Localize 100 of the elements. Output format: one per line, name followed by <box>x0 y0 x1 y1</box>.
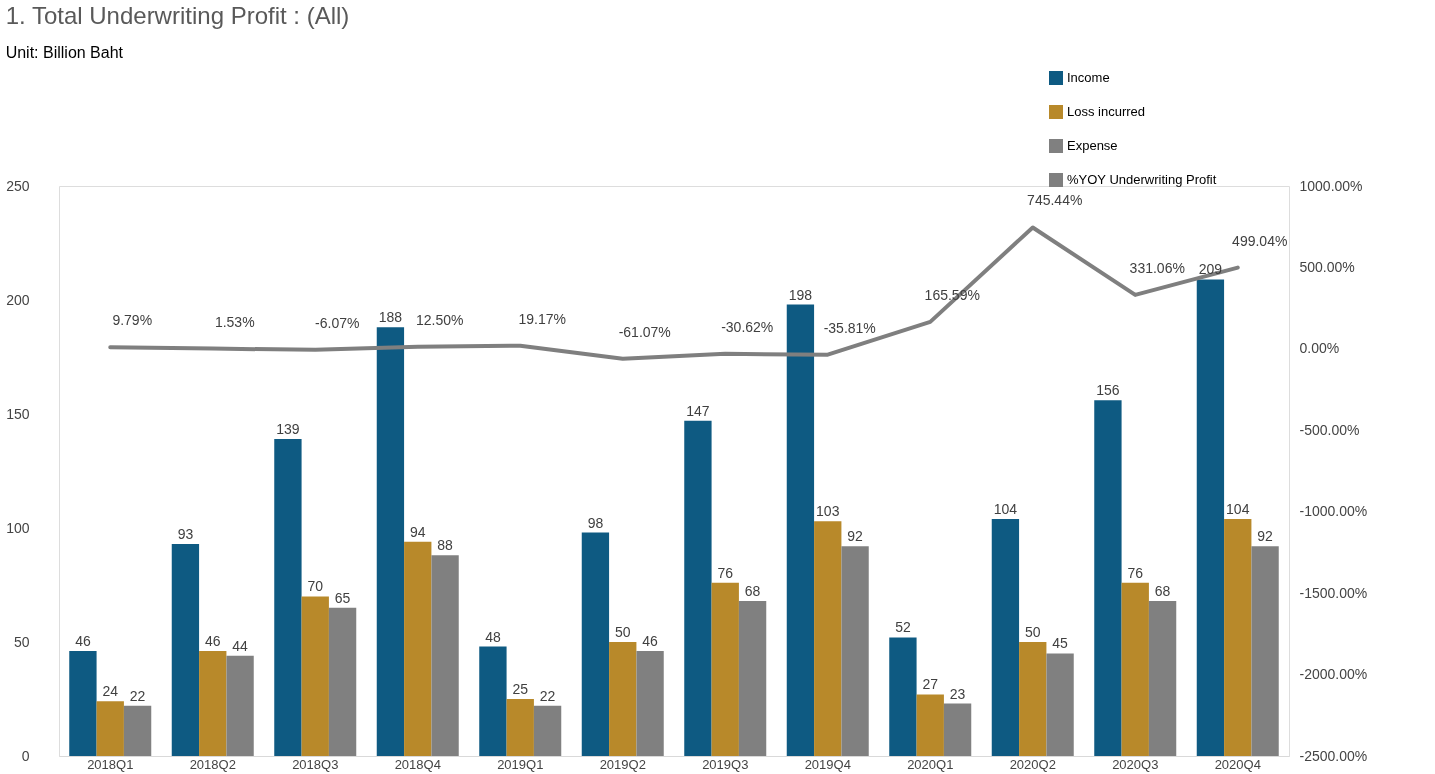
bar <box>199 651 227 756</box>
data-label: 22 <box>539 687 556 704</box>
data-label: 76 <box>717 564 734 581</box>
data-label: 147 <box>686 402 710 419</box>
data-label: 156 <box>1096 382 1120 399</box>
data-label: 25 <box>512 681 529 697</box>
x-tick-label: 2020Q4 <box>1214 756 1261 772</box>
data-label: 44 <box>232 637 249 654</box>
data-label: 46 <box>204 633 221 650</box>
data-label: 27 <box>922 676 939 693</box>
bar <box>1196 279 1225 756</box>
data-label: 46 <box>642 633 659 650</box>
data-label: 88 <box>437 537 454 554</box>
data-label: 94 <box>409 523 426 540</box>
legend-label: Income <box>1067 70 1110 85</box>
bar <box>889 637 917 756</box>
legend-label: Expense <box>1067 138 1118 153</box>
data-label: 45 <box>1052 635 1069 652</box>
data-label: 50 <box>614 624 631 640</box>
data-label: 209 <box>1198 261 1223 278</box>
data-label: 68 <box>1154 582 1171 599</box>
y-tick-label: 0 <box>21 747 30 764</box>
x-tick-label: 2020Q3 <box>1112 756 1159 772</box>
data-label: 22 <box>129 687 146 704</box>
data-label: 92 <box>1257 528 1274 545</box>
legend-label: Loss incurred <box>1067 104 1146 119</box>
bar <box>581 532 610 756</box>
text: Unit: Billion Baht <box>5 44 124 61</box>
x-tick-label: 2019Q1 <box>497 756 544 772</box>
y-tick-label: 150 <box>6 405 30 422</box>
data-label: 104 <box>1226 500 1250 517</box>
data-label: -30.62% <box>721 318 774 335</box>
bar <box>943 703 972 756</box>
bar <box>814 521 842 756</box>
bar <box>841 546 869 756</box>
data-label: 188 <box>378 309 403 326</box>
bar <box>171 543 200 756</box>
bar <box>506 699 534 756</box>
data-label: 68 <box>744 582 761 599</box>
y2-tick-label: -1500.00% <box>1299 584 1368 601</box>
bar <box>328 607 357 756</box>
y2-tick-label: -500.00% <box>1299 421 1360 438</box>
x-tick-label: 2018Q1 <box>87 756 134 772</box>
bar <box>738 600 767 756</box>
y2-tick-label: 1000.00% <box>1299 177 1363 194</box>
y-tick-label: 250 <box>6 177 30 194</box>
bar <box>636 651 664 756</box>
data-label: 198 <box>788 286 813 303</box>
y-tick-label: 50 <box>13 633 30 650</box>
data-label: 331.06% <box>1129 259 1185 276</box>
bar <box>404 541 432 756</box>
chart-title: 1. Total Underwriting Profit : (All) <box>5 2 350 29</box>
bar <box>1224 518 1252 756</box>
data-label: 499.04% <box>1232 232 1288 249</box>
bar <box>123 705 152 756</box>
bar <box>533 705 562 756</box>
data-label: -35.81% <box>823 319 876 336</box>
bar <box>96 701 124 756</box>
data-label: 139 <box>276 421 300 438</box>
x-tick-label: 2020Q2 <box>1009 756 1056 772</box>
data-label: 65 <box>334 589 351 606</box>
data-label: 76 <box>1127 564 1144 581</box>
bar <box>274 439 302 756</box>
data-label: 46 <box>75 633 91 650</box>
bar <box>1148 600 1177 756</box>
y2-tick-label: -1000.00% <box>1299 503 1368 520</box>
data-label: -6.07% <box>315 314 360 331</box>
y2-tick-label: -2000.00% <box>1299 666 1368 683</box>
bar <box>431 555 459 756</box>
data-label: 98 <box>587 514 604 531</box>
bar <box>916 694 944 756</box>
data-label: 48 <box>485 628 501 645</box>
data-label: 52 <box>895 619 911 636</box>
x-tick-label: 2019Q3 <box>702 756 749 772</box>
x-tick-label: 2020Q1 <box>907 756 954 772</box>
bar <box>69 651 97 756</box>
data-label: 23 <box>949 685 966 702</box>
bar <box>226 655 254 756</box>
data-label: 93 <box>177 525 194 542</box>
y2-tick-label: 500.00% <box>1299 258 1355 275</box>
data-label: 9.79% <box>112 312 153 329</box>
x-tick-label: 2019Q4 <box>804 756 851 772</box>
data-label: 103 <box>816 503 840 520</box>
bar <box>609 642 637 756</box>
x-tick-label: 2018Q4 <box>394 756 441 772</box>
data-label: 12.50% <box>416 311 464 328</box>
data-label: 92 <box>847 528 864 545</box>
data-label: 1.53% <box>214 313 255 330</box>
bar <box>1121 582 1149 756</box>
data-label: 70 <box>307 578 324 595</box>
bar <box>1046 653 1074 756</box>
bar <box>711 582 739 756</box>
data-label: 50 <box>1024 624 1041 640</box>
x-tick-label: 2018Q2 <box>189 756 236 772</box>
legend-label: %YOY Underwriting Profit <box>1067 172 1217 187</box>
data-label: -61.07% <box>618 323 671 340</box>
data-label: 19.17% <box>518 310 566 327</box>
data-label: 745.44% <box>1027 192 1083 209</box>
bar <box>1094 400 1122 756</box>
y-tick-label: 200 <box>6 291 30 308</box>
